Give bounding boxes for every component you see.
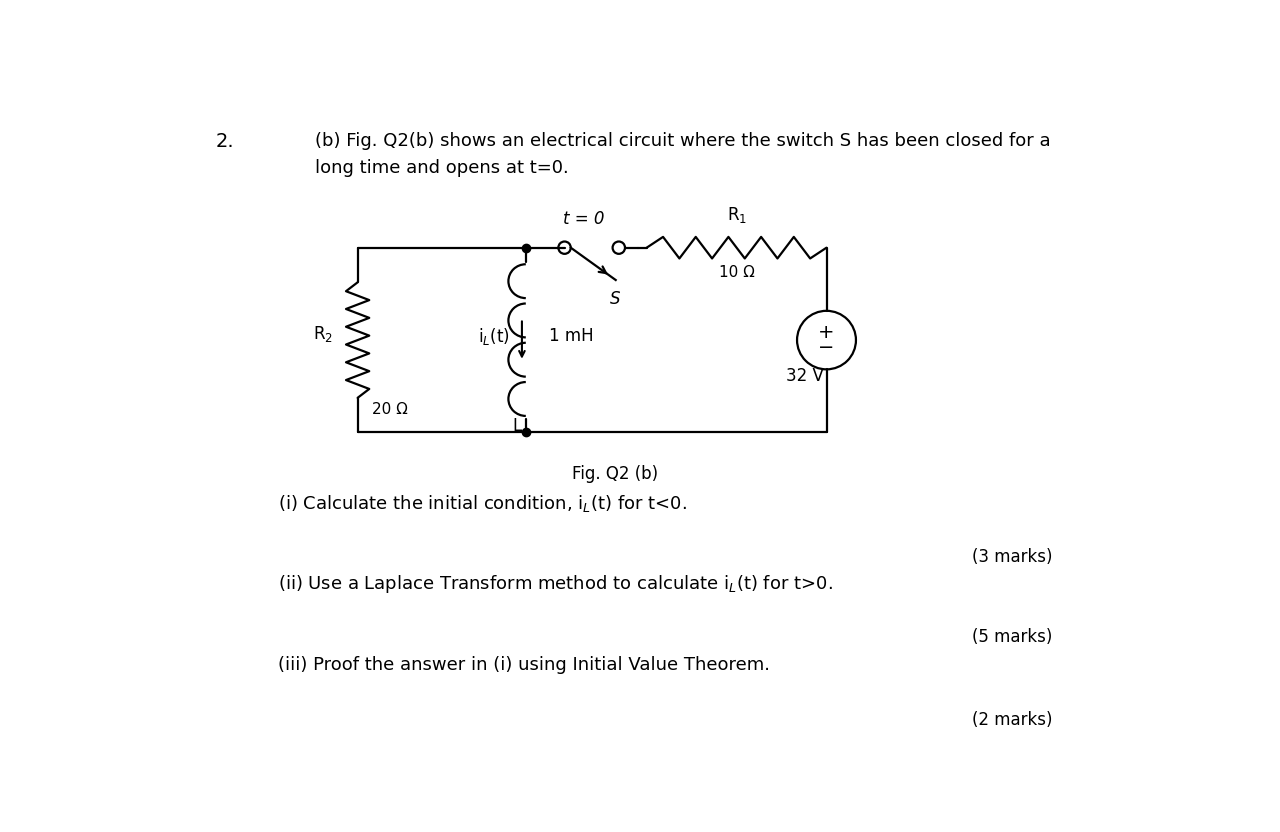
Text: (iii) Proof the answer in (i) using Initial Value Theorem.: (iii) Proof the answer in (i) using Init… — [278, 656, 769, 674]
Text: long time and opens at t=0.: long time and opens at t=0. — [315, 159, 568, 177]
Text: 10 Ω: 10 Ω — [718, 265, 754, 280]
Text: Fig. Q2 (b): Fig. Q2 (b) — [572, 465, 658, 483]
Text: R$_1$: R$_1$ — [727, 205, 746, 225]
Text: (b) Fig. Q2(b) shows an electrical circuit where the switch S has been closed fo: (b) Fig. Q2(b) shows an electrical circu… — [315, 132, 1051, 151]
Text: L: L — [513, 417, 522, 435]
Text: 20 Ω: 20 Ω — [371, 402, 407, 417]
Text: 32 V: 32 V — [786, 367, 824, 385]
Text: 2.: 2. — [216, 132, 234, 151]
Text: (5 marks): (5 marks) — [973, 628, 1052, 646]
Text: (3 marks): (3 marks) — [973, 548, 1052, 566]
Text: R$_2$: R$_2$ — [312, 324, 333, 344]
Text: i$_L$(t): i$_L$(t) — [479, 326, 511, 347]
Text: t = 0: t = 0 — [563, 210, 604, 229]
Text: (2 marks): (2 marks) — [973, 711, 1052, 729]
Text: 1 mH: 1 mH — [549, 327, 594, 345]
Text: −: − — [818, 339, 835, 357]
Text: (ii) Use a Laplace Transform method to calculate i$_L$(t) for t>0.: (ii) Use a Laplace Transform method to c… — [278, 572, 832, 595]
Text: (i) Calculate the initial condition, i$_L$(t) for t<0.: (i) Calculate the initial condition, i$_… — [278, 493, 687, 513]
Text: S: S — [609, 290, 621, 308]
Text: +: + — [818, 323, 835, 342]
